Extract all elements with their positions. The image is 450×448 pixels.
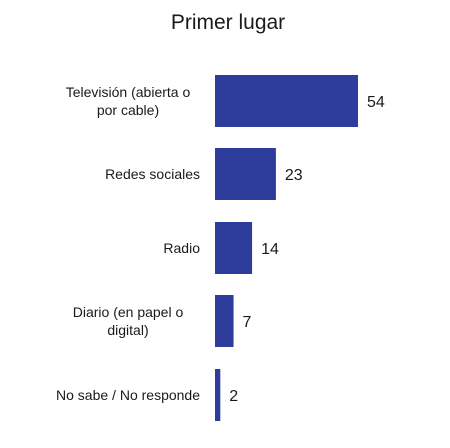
value-label-1: 23 — [285, 167, 303, 184]
value-label-2: 14 — [261, 241, 279, 258]
bar-1 — [215, 148, 276, 200]
category-label-0: Televisión (abierta o por cable) — [66, 84, 191, 118]
category-label-4: No sabe / No responde — [56, 387, 200, 403]
category-label-line: Diario (en papel o — [73, 304, 184, 320]
value-label-4: 2 — [229, 388, 238, 405]
category-label-line: digital) — [107, 322, 148, 338]
category-label-2: Radio — [163, 240, 200, 256]
category-label-line: por cable) — [97, 102, 159, 118]
category-label-line: Radio — [163, 240, 200, 256]
bar-3 — [215, 295, 234, 347]
category-label-3: Diario (en papel o digital) — [73, 304, 184, 338]
bars-layer: 54 Televisión (abierta o por cable) 23 Redes… — [56, 75, 385, 421]
bar-0 — [215, 75, 358, 127]
category-label-1: Redes sociales — [105, 166, 200, 182]
bar-4 — [215, 369, 221, 421]
value-label-0: 54 — [367, 94, 385, 111]
value-label-3: 7 — [243, 314, 252, 331]
category-label-line: Redes sociales — [105, 166, 200, 182]
chart-title: Primer lugar — [171, 11, 285, 34]
category-label-line: Televisión (abierta o — [66, 84, 191, 100]
bar-2 — [215, 222, 253, 274]
category-label-line: No sabe / No responde — [56, 387, 200, 403]
